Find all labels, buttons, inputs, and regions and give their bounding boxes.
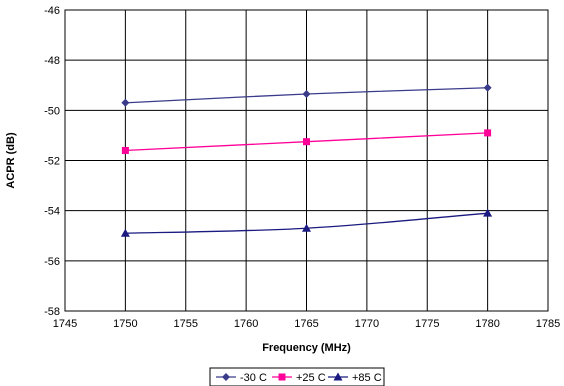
series-1 [121,83,492,107]
series-3 [120,208,493,237]
y-tick-label: -56 [44,256,60,268]
plot-area [64,9,549,312]
x-tick-label: 1760 [234,318,258,330]
legend-item: +85 C [328,372,382,384]
legend-label: +25 C [296,372,326,384]
y-axis-label: ACPR (dB) [5,132,17,189]
data-point [121,98,130,107]
y-tick-label: -52 [44,156,60,168]
data-point [303,138,310,146]
x-tick-label: 1775 [415,318,439,330]
legend-label: -30 C [240,372,267,384]
data-point [483,208,493,217]
legend-item: +25 C [272,372,326,384]
legend: -30 C +25 C +85 C [209,367,385,386]
series-group [120,83,493,237]
data-point [484,129,492,137]
data-point [121,146,129,154]
x-tick-label: 1745 [53,318,77,330]
legend-item: -30 C [216,372,267,384]
gridlines [64,9,549,312]
y-tick-label: -46 [44,5,60,17]
data-point [120,228,130,237]
series-2 [121,129,492,154]
x-tick-label: 1780 [475,318,499,330]
y-tick-label: -58 [44,306,60,318]
legend-marker [333,372,343,381]
x-tick-label: 1750 [113,318,137,330]
legend-label: +85 C [352,372,382,384]
y-tick-label: -50 [44,105,60,117]
x-tick-label: 1755 [174,318,198,330]
y-tick-label: -54 [44,206,60,218]
x-axis-label: Frequency (MHz) [262,342,351,354]
x-tick-label: 1770 [355,318,379,330]
legend-box [209,367,385,386]
data-point [302,90,311,99]
y-tick-label: -48 [44,55,60,67]
legend-marker [222,373,230,381]
x-tick-labels: 1745 1750 1755 1760 1765 1770 1775 1780 1785 [53,318,560,330]
y-tick-labels: -46 -48 -50 -52 -54 -56 -58 [44,5,60,318]
data-point [302,223,311,232]
data-point [483,83,492,92]
x-tick-label: 1785 [536,318,560,330]
x-tick-label: 1765 [294,318,318,330]
legend-marker [278,373,286,381]
